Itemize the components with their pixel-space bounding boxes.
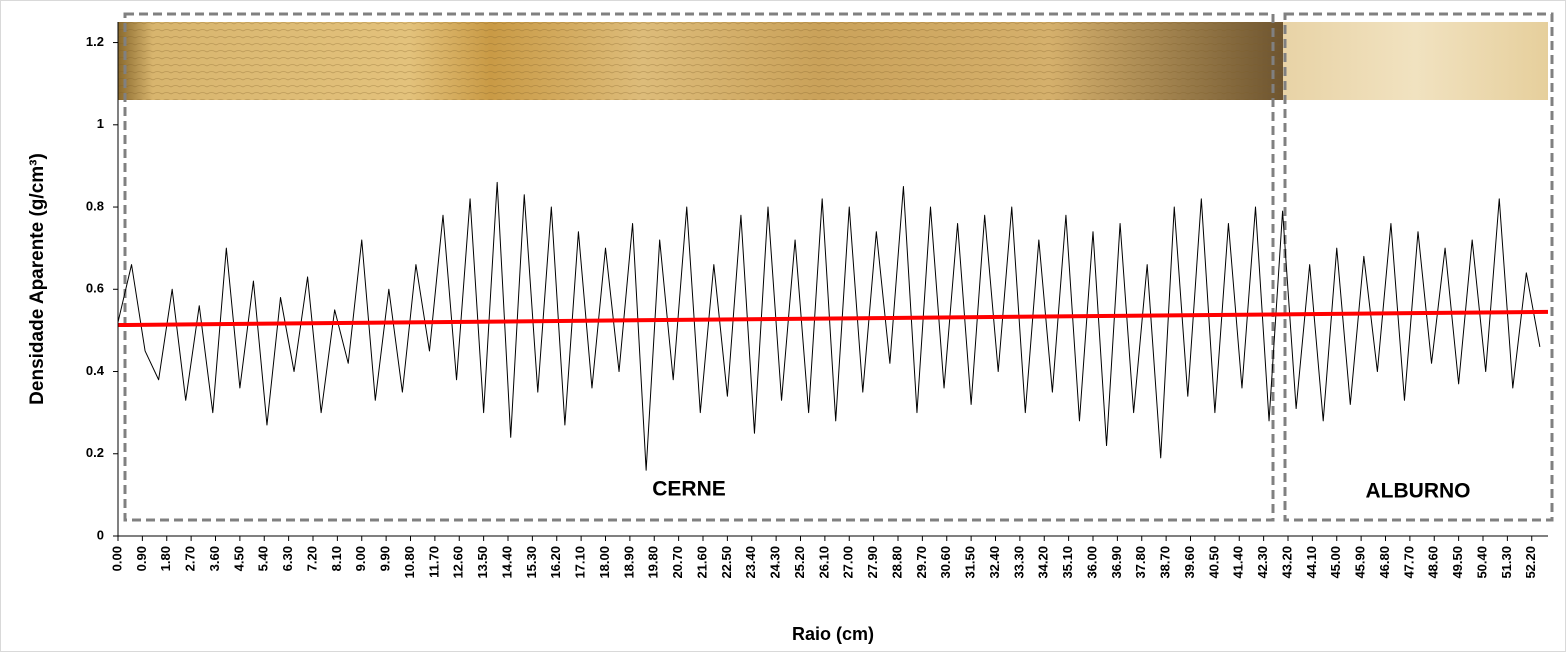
x-tick-label: 24.30 — [768, 546, 783, 579]
x-tick-label: 18.00 — [597, 546, 612, 579]
x-tick-label: 30.60 — [938, 546, 953, 579]
x-tick-label: 32.40 — [987, 546, 1002, 579]
x-tick-label: 28.80 — [889, 546, 904, 579]
x-tick-label: 35.10 — [1060, 546, 1075, 579]
x-tick-label: 33.30 — [1011, 546, 1026, 579]
x-tick-label: 27.00 — [841, 546, 856, 579]
x-tick-label: 40.50 — [1206, 546, 1221, 579]
x-tick-label: 27.90 — [865, 546, 880, 579]
annotation: CERNE — [652, 478, 726, 501]
y-tick-label: 1.2 — [86, 34, 104, 49]
x-tick-label: 43.20 — [1279, 546, 1294, 579]
x-tick-label: 8.10 — [329, 546, 344, 571]
x-tick-label: 21.60 — [694, 546, 709, 579]
x-tick-label: 37.80 — [1133, 546, 1148, 579]
x-tick-label: 34.20 — [1036, 546, 1051, 579]
x-tick-label: 31.50 — [963, 546, 978, 579]
x-tick-label: 2.70 — [183, 546, 198, 571]
x-tick-label: 18.90 — [621, 546, 636, 579]
x-tick-label: 38.70 — [1158, 546, 1173, 579]
x-tick-label: 36.90 — [1109, 546, 1124, 579]
x-tick-label: 13.50 — [475, 546, 490, 579]
x-tick-label: 42.30 — [1255, 546, 1270, 579]
y-tick-label: 0.4 — [86, 363, 105, 378]
x-tick-label: 0.00 — [109, 546, 124, 571]
x-tick-label: 23.40 — [743, 546, 758, 579]
x-tick-label: 47.70 — [1401, 546, 1416, 579]
heartwood-box — [123, 12, 1275, 522]
y-tick-label: 0.8 — [86, 198, 104, 213]
y-tick-label: 0.2 — [86, 445, 104, 460]
y-tick-label: 1 — [97, 116, 104, 131]
x-tick-label: 26.10 — [816, 546, 831, 579]
x-tick-label: 19.80 — [646, 546, 661, 579]
x-tick-label: 0.90 — [134, 546, 149, 571]
sapwood-box — [1283, 12, 1554, 522]
x-tick-label: 1.80 — [158, 546, 173, 571]
x-tick-label: 11.70 — [426, 546, 441, 578]
wood-image-sapwood — [1283, 22, 1548, 100]
x-tick-label: 9.00 — [353, 546, 368, 571]
x-tick-label: 12.60 — [451, 546, 466, 579]
x-tick-label: 29.70 — [914, 546, 929, 579]
x-tick-label: 52.20 — [1523, 546, 1538, 579]
x-tick-label: 25.20 — [792, 546, 807, 579]
x-tick-label: 44.10 — [1304, 546, 1319, 579]
x-tick-label: 6.30 — [280, 546, 295, 571]
x-tick-label: 7.20 — [304, 546, 319, 571]
x-tick-label: 15.30 — [524, 546, 539, 579]
x-tick-label: 14.40 — [499, 546, 514, 579]
x-tick-label: 36.00 — [1084, 546, 1099, 579]
x-tick-label: 9.90 — [378, 546, 393, 571]
x-tick-label: 4.50 — [231, 546, 246, 571]
annotation: ALBURNO — [1366, 480, 1471, 503]
x-tick-label: 39.60 — [1182, 546, 1197, 579]
y-tick-label: 0 — [97, 527, 104, 542]
x-tick-label: 46.80 — [1377, 546, 1392, 579]
x-tick-label: 16.20 — [548, 546, 563, 579]
x-tick-label: 48.60 — [1426, 546, 1441, 579]
x-tick-label: 51.30 — [1499, 546, 1514, 579]
x-tick-label: 41.40 — [1231, 546, 1246, 579]
x-tick-label: 49.50 — [1450, 546, 1465, 579]
x-axis-title: Raio (cm) — [792, 624, 874, 644]
x-tick-label: 45.90 — [1353, 546, 1368, 579]
wood-grain — [118, 22, 1283, 100]
y-axis-title: Densidade Aparente (g/cm³) — [27, 153, 48, 405]
x-tick-label: 20.70 — [670, 546, 685, 579]
x-tick-label: 3.60 — [207, 546, 222, 571]
y-tick-label: 0.6 — [86, 281, 104, 296]
x-tick-label: 45.00 — [1328, 546, 1343, 579]
x-tick-label: 5.40 — [256, 546, 271, 571]
x-tick-label: 22.50 — [719, 546, 734, 579]
x-tick-label: 50.40 — [1474, 546, 1489, 579]
density-line — [117, 181, 1541, 471]
x-tick-label: 10.80 — [402, 546, 417, 579]
trend-line — [117, 309, 1549, 328]
x-tick-label: 17.10 — [573, 546, 588, 579]
